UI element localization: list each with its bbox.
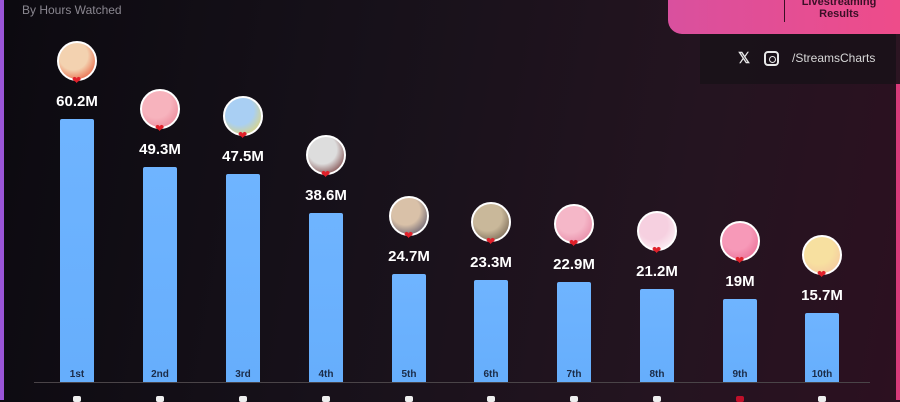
heart-icon: ❤ — [735, 254, 745, 267]
bar-7th — [557, 281, 591, 382]
bar-4th — [309, 213, 343, 382]
rank-label: 4th — [318, 369, 334, 380]
instagram-icon[interactable] — [764, 51, 779, 66]
value-label: 21.2M — [636, 263, 678, 281]
heart-icon: ❤ — [238, 130, 248, 143]
streamer-avatar — [223, 96, 263, 137]
platform-icon — [156, 396, 164, 402]
heart-icon: ❤ — [652, 245, 662, 258]
bar-3rd — [226, 174, 260, 382]
value-label: 47.5M — [222, 148, 264, 166]
brand-banner: Livestreaming Results — [668, 0, 900, 34]
value-label: 22.9M — [553, 255, 595, 273]
rank-label: 3rd — [235, 369, 251, 380]
streamer-avatar — [140, 88, 180, 129]
platform-icon — [73, 396, 81, 402]
chart-subtitle: By Hours Watched — [22, 3, 122, 17]
rank-label: 6th — [483, 369, 499, 380]
heart-icon: ❤ — [569, 237, 579, 250]
heart-icon: ❤ — [72, 75, 82, 87]
brand-text: Livestreaming Results — [801, 0, 877, 20]
platform-icon — [405, 396, 413, 402]
streamer-avatar — [554, 203, 594, 244]
chart-baseline — [34, 382, 870, 383]
social-handle[interactable]: /StreamsCharts — [792, 51, 876, 65]
value-label: 19M — [725, 272, 755, 290]
rank-label: 2nd — [151, 369, 169, 380]
rank-label: 7th — [566, 369, 582, 380]
platform-icon — [322, 396, 330, 402]
streamer-avatar — [637, 211, 677, 252]
platform-icon — [570, 396, 578, 402]
value-label: 24.7M — [388, 248, 430, 266]
streamer-avatar — [471, 202, 511, 243]
rank-label: 9th — [732, 369, 748, 380]
rank-label: 8th — [649, 369, 665, 380]
x-logo-icon[interactable]: 𝕏 — [738, 50, 751, 67]
heart-icon: ❤ — [321, 169, 331, 182]
bar-6th — [474, 280, 508, 382]
bar-1st — [60, 119, 94, 382]
heart-icon: ❤ — [155, 122, 165, 135]
streamer-avatar — [802, 235, 842, 276]
platform-icon — [487, 396, 495, 402]
streamer-avatar — [720, 220, 760, 261]
platform-icon — [736, 396, 744, 402]
platform-icon — [653, 396, 661, 402]
heart-icon: ❤ — [817, 269, 827, 282]
value-label: 60.2M — [56, 93, 98, 110]
value-label: 38.6M — [305, 187, 347, 205]
platform-icon — [239, 396, 247, 402]
value-label: 49.3M — [139, 140, 181, 158]
bar-9th — [723, 298, 757, 382]
bar-10th — [805, 313, 839, 382]
rank-label: 10th — [811, 369, 833, 380]
value-label: 15.7M — [801, 287, 843, 305]
rank-label: 1st — [69, 369, 85, 380]
value-label: 23.3M — [470, 254, 512, 272]
heart-icon: ❤ — [404, 230, 414, 243]
rank-label: 5th — [401, 369, 417, 380]
streamer-avatar — [306, 135, 346, 176]
left-accent-bar — [0, 0, 4, 400]
streamer-avatar — [57, 41, 97, 81]
streamer-avatar — [389, 196, 429, 237]
bar-2nd — [143, 166, 177, 382]
brand-divider — [784, 0, 785, 22]
platform-icon — [818, 396, 826, 402]
social-panel: 𝕏 /StreamsCharts — [700, 34, 900, 84]
bar-8th — [640, 289, 674, 382]
bar-5th — [392, 274, 426, 382]
right-accent-bar — [896, 0, 900, 400]
heart-icon: ❤ — [486, 236, 496, 249]
